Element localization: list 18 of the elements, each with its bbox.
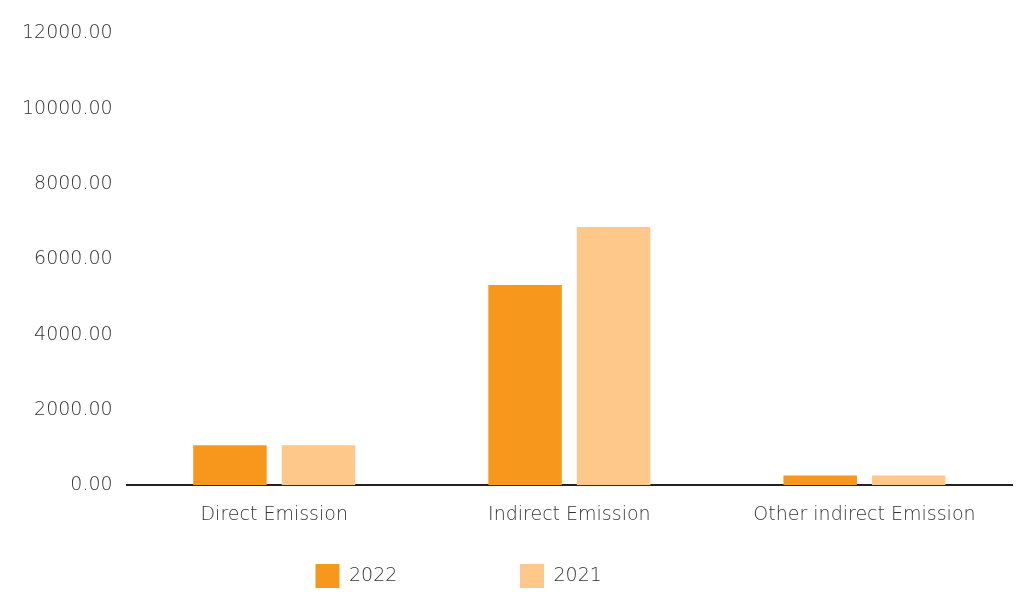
y-tick-label: 8000.00 [34,170,113,193]
legend-label: 2021 [553,562,705,585]
x-tick-label: Indirect Emission [488,501,651,524]
legend-label: 2022 [348,562,501,585]
bar [576,226,651,486]
bar [871,475,946,486]
bar [193,445,267,486]
x-tick-label: Other indirect Emission [753,501,976,524]
y-tick-label: 6000.00 [34,246,113,269]
y-tick-label: 10000.00 [21,95,113,118]
y-tick-label: 12000.00 [21,20,113,43]
bar [488,284,562,486]
y-tick-label: 4000.00 [34,321,113,344]
x-tick-label: Direct Emission [200,501,348,524]
bar [783,475,857,486]
y-tick-label: 0.00 [70,472,113,495]
bar [281,445,356,486]
y-tick-label: 2000.00 [34,396,113,419]
